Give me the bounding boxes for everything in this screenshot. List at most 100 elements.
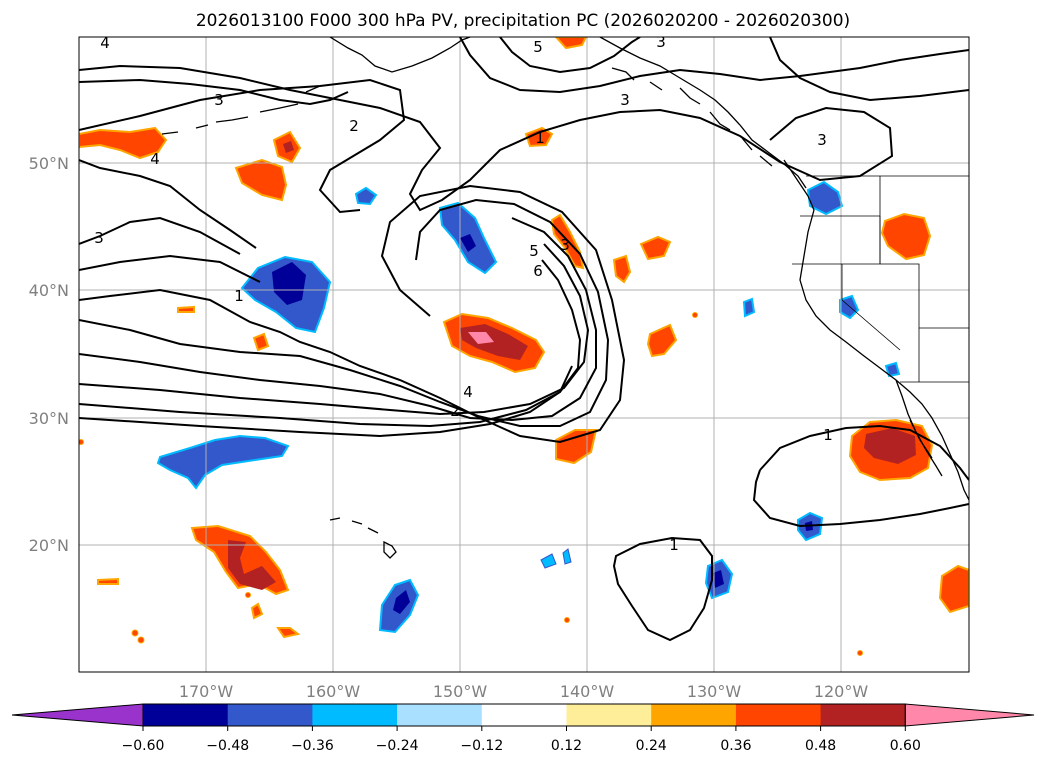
contour-label: 3	[656, 33, 666, 51]
contour-label: 3	[94, 229, 104, 247]
contour-label: 6	[533, 262, 543, 280]
lat-label-40n: 40°N	[29, 281, 69, 300]
nevada-border	[880, 263, 969, 329]
colorbar-tick-label: 0.12	[551, 738, 582, 754]
pv-contour-west-1	[79, 159, 257, 249]
precip-blob-pos-41n-141w	[612, 254, 632, 284]
colorbar-tick-label: 0.60	[890, 738, 921, 754]
colorbar-segment	[651, 704, 737, 726]
precip-dot-pos-38n-132w	[692, 312, 698, 318]
precip-blob-neg-38n-128w	[742, 297, 756, 318]
pv-contour-north-2	[79, 78, 406, 214]
precip-blob-neg-wa-coast	[806, 180, 844, 216]
colorbar-tick-label: 0.36	[720, 738, 751, 754]
nevada-california-diagonal	[841, 264, 901, 351]
contour-label: 3	[560, 236, 570, 254]
aleutian-islands	[161, 85, 321, 135]
pv-contour-1-southeast	[752, 424, 969, 528]
precip-blob-pos-14n-163w	[276, 627, 301, 639]
precip-blob-neg-18n-143w	[540, 553, 557, 569]
contour-label: 1	[234, 287, 244, 305]
map-frame	[78, 36, 970, 673]
colorbar-segment	[566, 704, 652, 726]
precip-blob-neg-34n-119w	[884, 361, 901, 378]
lon-label-120w: 120°W	[814, 682, 869, 701]
colorbar-tick-label: 0.24	[636, 738, 667, 754]
contour-label: 2	[349, 117, 359, 135]
pv-contour-labels: 4 3 2 5 3 3 1 3 4 3 1 5 6 3 4 2 1 1	[94, 33, 833, 554]
precip-core-neg-45n-150w	[460, 234, 476, 252]
graticule	[79, 37, 969, 672]
colorbar: −0.60 −0.48 −0.36 −0.24 −0.12 0.12 0.24 0.36 0.4…	[11, 703, 1035, 754]
precip-core-pos-27n-116w	[864, 428, 916, 464]
contour-label: 2	[450, 402, 460, 420]
colorbar-segment	[820, 704, 906, 726]
pv-contour-6-main	[79, 365, 573, 438]
precip-core-pos-52n-163w	[283, 141, 294, 153]
alaska-coast	[329, 37, 471, 73]
precip-blob-neg-hawaii-north	[156, 434, 290, 490]
lon-label-160w: 160°W	[306, 682, 361, 701]
precip-blob-pos-38n-173w	[177, 305, 195, 313]
contour-label: 5	[529, 242, 539, 260]
lon-label-150w: 150°W	[433, 682, 488, 701]
precip-blob-pos-15n-166w	[250, 602, 264, 620]
precip-dot-pos-28n-180w	[79, 439, 84, 445]
precip-blob-neg-18n-142w	[562, 548, 572, 565]
colorbar-segment	[312, 704, 398, 726]
contour-label: 5	[533, 38, 543, 56]
precip-core-neg-15n-155w	[393, 590, 410, 614]
colorbar-tick-label: −0.48	[206, 738, 249, 754]
hawaii-islands	[329, 517, 397, 559]
colorbar-tick-label: 0.48	[805, 738, 836, 754]
pv-contour-north-3	[79, 37, 969, 106]
precip-blob-pos-18n-113w	[938, 564, 969, 614]
colorbar-extend-min	[11, 703, 144, 727]
precip-blob-pos-50n-165w	[234, 158, 288, 202]
colorbar-segment	[143, 704, 229, 726]
colorbar-tick-label: −0.24	[376, 738, 419, 754]
pv-contour-5-main	[79, 259, 582, 428]
pv-contour-1-main	[79, 184, 626, 444]
colorbar-outline	[142, 703, 906, 727]
precip-blob-pos-51n-172w	[79, 126, 168, 160]
colorbar-segment	[397, 704, 483, 726]
bc-coast	[783, 159, 815, 211]
contour-label: 4	[463, 383, 473, 401]
colorbar-tick-label: −0.36	[291, 738, 334, 754]
precip-blob-pos-43n-138w	[639, 235, 672, 261]
precip-core-pos-20n-166w	[228, 540, 276, 590]
lon-label-130w: 130°W	[687, 682, 742, 701]
pv-contour-4-main	[79, 243, 590, 416]
pv-contour-west-3	[79, 254, 261, 283]
contour-label: 1	[535, 129, 545, 147]
map-panel: 4 3 2 5 3 3 1 3 4 3 1 5 6 3 4 2 1 1	[78, 33, 970, 673]
contour-label: 1	[823, 426, 833, 444]
precip-peak-pos-36n-149w	[468, 332, 494, 344]
precip-core-neg-40n-165w	[272, 262, 306, 305]
contour-label: 1	[669, 536, 679, 554]
precip-blob-neg-47n-157w	[354, 186, 378, 206]
precip-dot-pos-16n-164w	[245, 592, 251, 598]
precip-dot-pos-14n-142w	[564, 617, 570, 623]
pv-contour-3-main	[79, 217, 597, 422]
pv-contour-west-2	[79, 216, 241, 255]
longitude-labels: 170°W 160°W 150°W 140°W 130°W 120°W	[179, 682, 869, 701]
lat-label-50n: 50°N	[29, 154, 69, 173]
latitude-labels: 50°N 40°N 30°N 20°N	[29, 154, 69, 555]
contour-label: 3	[214, 91, 224, 109]
colorbar-extend-max	[904, 703, 1035, 727]
pv-contour-north-5	[769, 37, 969, 102]
precip-dot-pos-13n-172w	[131, 629, 139, 637]
precip-blob-pos-59n-143w	[554, 37, 588, 50]
baja-peninsula	[895, 379, 943, 477]
pv-contour-2-main	[79, 198, 610, 427]
colorbar-segment	[735, 704, 822, 726]
political-borders	[792, 175, 969, 383]
precip-blob-pos-44n-118w	[880, 212, 932, 261]
us-west-coast	[799, 209, 969, 501]
contour-label: 4	[100, 34, 110, 52]
precip-blob-pos-37n-135w	[646, 323, 678, 358]
precip-shading	[79, 37, 969, 656]
